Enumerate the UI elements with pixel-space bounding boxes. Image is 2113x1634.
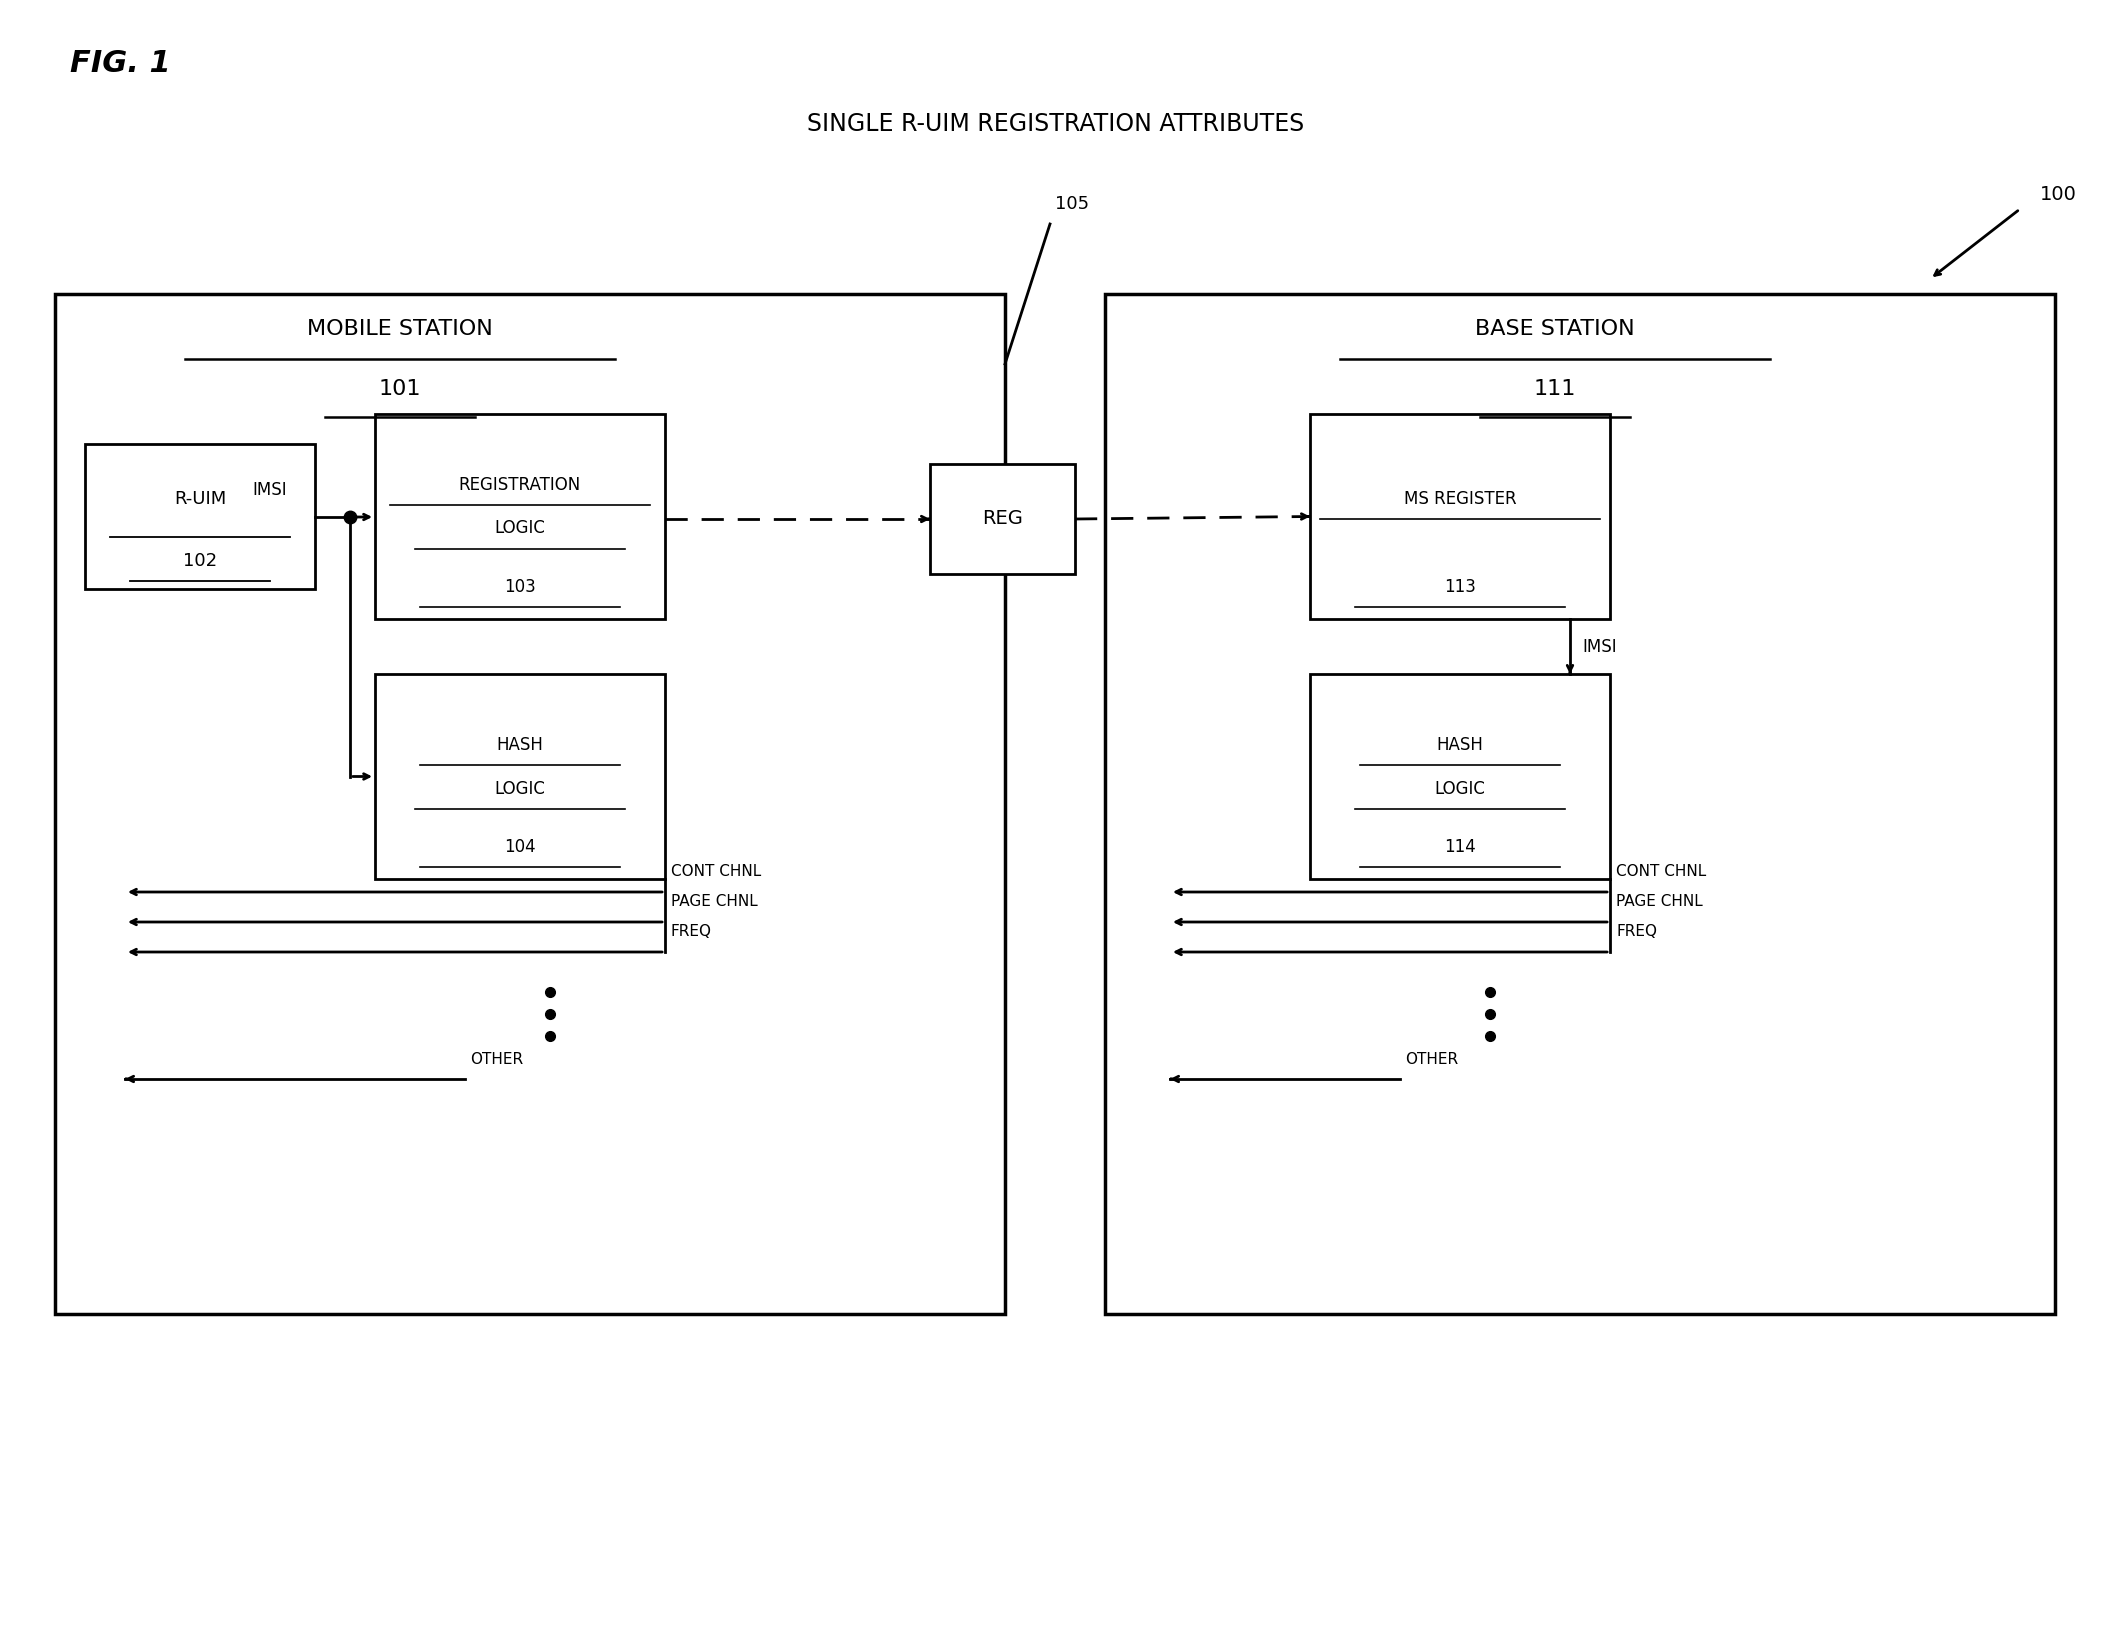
Text: PAGE CHNL: PAGE CHNL — [672, 894, 759, 909]
Text: 104: 104 — [505, 838, 537, 856]
Text: HASH: HASH — [1437, 735, 1483, 753]
Text: LOGIC: LOGIC — [494, 520, 545, 538]
Text: FREQ: FREQ — [1616, 923, 1657, 940]
Text: 101: 101 — [378, 379, 420, 399]
Text: HASH: HASH — [497, 735, 543, 753]
FancyBboxPatch shape — [1310, 673, 1610, 879]
FancyBboxPatch shape — [930, 464, 1076, 574]
Text: BASE STATION: BASE STATION — [1475, 319, 1635, 338]
Text: PAGE CHNL: PAGE CHNL — [1616, 894, 1703, 909]
Text: 100: 100 — [2039, 185, 2077, 204]
Text: MOBILE STATION: MOBILE STATION — [306, 319, 492, 338]
Text: REG: REG — [983, 510, 1023, 528]
Text: FIG. 1: FIG. 1 — [70, 49, 171, 78]
Text: MS REGISTER: MS REGISTER — [1403, 490, 1517, 508]
Text: 114: 114 — [1443, 838, 1475, 856]
Text: CONT CHNL: CONT CHNL — [1616, 864, 1707, 879]
FancyBboxPatch shape — [1310, 413, 1610, 619]
Text: SINGLE R-UIM REGISTRATION ATTRIBUTES: SINGLE R-UIM REGISTRATION ATTRIBUTES — [807, 113, 1304, 136]
Text: OTHER: OTHER — [469, 1052, 524, 1067]
Text: 113: 113 — [1443, 578, 1477, 596]
FancyBboxPatch shape — [374, 413, 666, 619]
FancyBboxPatch shape — [55, 294, 1006, 1314]
Text: R-UIM: R-UIM — [173, 490, 226, 508]
Text: FREQ: FREQ — [672, 923, 712, 940]
FancyBboxPatch shape — [1105, 294, 2056, 1314]
FancyBboxPatch shape — [374, 673, 666, 879]
Text: OTHER: OTHER — [1405, 1052, 1458, 1067]
Text: 105: 105 — [1054, 194, 1088, 212]
Text: LOGIC: LOGIC — [494, 779, 545, 797]
Text: 103: 103 — [505, 578, 537, 596]
Text: CONT CHNL: CONT CHNL — [672, 864, 761, 879]
Text: 102: 102 — [184, 552, 218, 570]
Text: LOGIC: LOGIC — [1435, 779, 1485, 797]
Text: 111: 111 — [1534, 379, 1576, 399]
Text: REGISTRATION: REGISTRATION — [459, 475, 581, 493]
Text: IMSI: IMSI — [254, 480, 287, 498]
FancyBboxPatch shape — [85, 444, 315, 588]
Text: IMSI: IMSI — [1583, 637, 1616, 655]
